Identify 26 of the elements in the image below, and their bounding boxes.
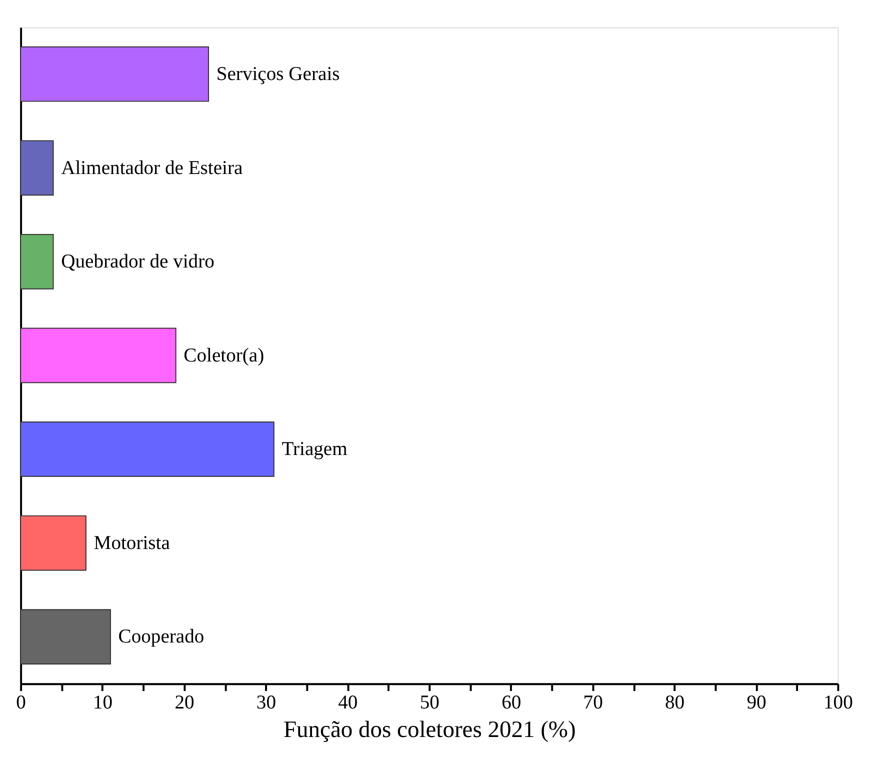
bar [20, 422, 274, 477]
x-tick-label: 70 [583, 692, 604, 714]
x-tick-label: 40 [338, 692, 358, 714]
x-tick-label: 10 [92, 692, 113, 714]
y-tick-label: Alimentador de Esteira [61, 158, 243, 179]
x-tick-label: 0 [16, 692, 26, 714]
x-tick-label: 100 [824, 692, 854, 714]
x-tick-label: 90 [746, 692, 766, 714]
y-tick-label: Coletor(a) [184, 345, 264, 366]
y-tick-label: Cooperado [118, 626, 204, 648]
bar [20, 140, 54, 196]
y-tick-label: Quebrador de vidro [61, 252, 215, 273]
x-tick-label: 30 [256, 692, 276, 714]
bar [20, 46, 210, 102]
y-tick-label: Motorista [94, 532, 170, 554]
bar [20, 234, 54, 290]
y-tick-label: Triagem [282, 439, 348, 460]
x-axis-title: Função dos coletores 2021 (%) [283, 717, 576, 744]
x-tick-label: 20 [174, 692, 194, 714]
x-tick-label: 60 [502, 692, 522, 714]
x-tick-label: 50 [420, 692, 440, 714]
bar [20, 515, 86, 571]
bar [20, 609, 111, 664]
y-tick-label: Serviços Gerais [216, 64, 340, 85]
x-tick-label: 80 [664, 692, 685, 714]
bar [20, 328, 176, 384]
